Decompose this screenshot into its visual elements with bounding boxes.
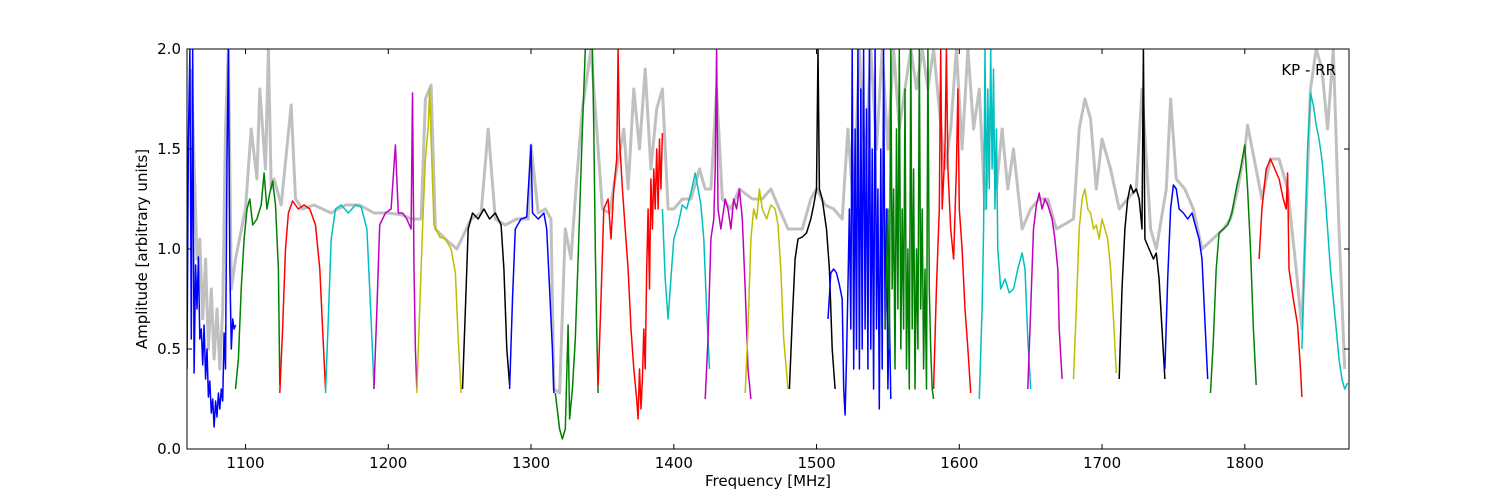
series-line-22 <box>1164 184 1209 380</box>
series-line-20 <box>1072 188 1118 380</box>
series-line-19 <box>1027 192 1063 390</box>
series-line-17 <box>932 49 972 394</box>
y-axis-ticks: 0.0 0.5 1.0 1.5 2.0 <box>157 40 1349 458</box>
series-line-21 <box>1118 49 1166 380</box>
series-line-16 <box>884 49 935 400</box>
series-line-14 <box>788 49 836 390</box>
series-line-18 <box>978 49 1032 400</box>
y-tick-label: 2.0 <box>157 40 181 58</box>
series-line-25 <box>1301 92 1349 390</box>
series-line-7 <box>461 208 511 390</box>
y-tick-label: 1.0 <box>157 240 181 258</box>
panel-annotation: KP - RR <box>1281 61 1336 79</box>
x-tick-label: 1800 <box>1226 454 1264 472</box>
x-tick-label: 1100 <box>226 454 264 472</box>
series-line-24 <box>1258 158 1303 398</box>
series-line-15 <box>827 49 892 416</box>
series-line-1 <box>187 49 237 428</box>
series-line-11 <box>661 172 711 370</box>
x-tick-label: 1300 <box>512 454 550 472</box>
y-tick-label: 0.5 <box>157 340 181 358</box>
series-line-5 <box>373 92 418 390</box>
x-axis-ticks: 1100 1200 1300 1400 1500 1600 1700 1800 <box>226 49 1264 472</box>
series-line-6 <box>416 88 462 394</box>
x-tick-label: 1200 <box>369 454 407 472</box>
series-line-3 <box>279 200 327 394</box>
series-line-13 <box>744 188 789 394</box>
y-tick-label: 0.0 <box>157 440 181 458</box>
plot-background <box>187 49 1349 449</box>
series-line-4 <box>324 204 375 394</box>
series-line-12 <box>704 49 752 400</box>
series-line-23 <box>1209 144 1257 394</box>
x-axis-label: Frequency [MHz] <box>705 472 831 490</box>
x-tick-label: 1700 <box>1083 454 1121 472</box>
x-tick-label: 1600 <box>940 454 978 472</box>
x-tick-label: 1400 <box>655 454 693 472</box>
series-line-9 <box>554 49 599 440</box>
x-tick-label: 1500 <box>797 454 835 472</box>
series-line-10 <box>597 49 664 420</box>
series-line-2 <box>234 172 281 390</box>
series-line-8 <box>508 144 555 394</box>
y-axis-label: Amplitude [arbitrary units] <box>133 149 151 349</box>
y-tick-label: 1.5 <box>157 140 181 158</box>
